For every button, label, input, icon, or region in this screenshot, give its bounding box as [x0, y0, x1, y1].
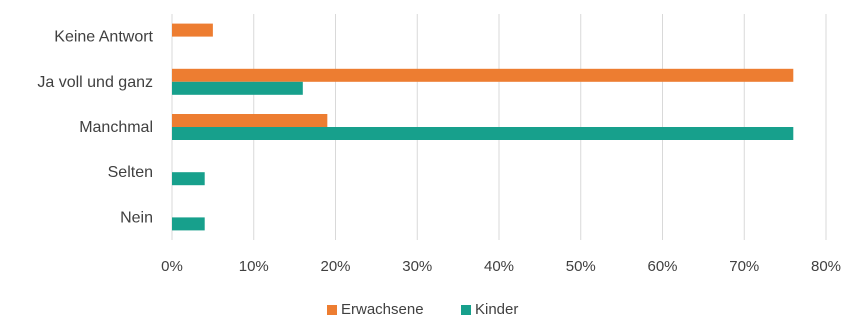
- category-label: Selten: [108, 164, 153, 181]
- category-label: Ja voll und ganz: [37, 74, 153, 91]
- category-label: Keine Antwort: [54, 29, 153, 46]
- x-tick-label: 20%: [320, 258, 350, 275]
- x-tick-labels: 0% 10% 20% 30% 40% 50% 60% 70% 80%: [161, 258, 841, 275]
- legend-swatch: [461, 305, 471, 315]
- bar-erwachsene-2: [172, 68, 794, 82]
- category-labels: Keine Antwort Ja voll und ganz Manchmal Sel…: [37, 29, 153, 227]
- category-label: Manchmal: [79, 119, 153, 136]
- legend-label: Kinder: [475, 301, 518, 318]
- x-tick-label: 0%: [161, 258, 183, 275]
- x-tick-label: 40%: [484, 258, 514, 275]
- legend-label: Erwachsene: [341, 301, 424, 318]
- bar-erwachsene-1: [172, 23, 213, 37]
- x-tick-label: 50%: [566, 258, 596, 275]
- category-label: Nein: [120, 209, 153, 226]
- bars: [172, 23, 794, 231]
- x-tick-label: 30%: [402, 258, 432, 275]
- x-tick-label: 70%: [729, 258, 759, 275]
- x-tick-label: 10%: [239, 258, 269, 275]
- legend: Erwachsene Kinder: [327, 301, 518, 318]
- x-tick-label: 60%: [647, 258, 677, 275]
- x-tick-label: 80%: [811, 258, 841, 275]
- bar-kinder-5: [172, 217, 205, 231]
- bar-kinder-3: [172, 127, 794, 140]
- bar-erwachsene-3: [172, 114, 328, 127]
- bar-kinder-2: [172, 81, 303, 95]
- legend-swatch: [327, 305, 337, 315]
- bar-kinder-4: [172, 172, 205, 186]
